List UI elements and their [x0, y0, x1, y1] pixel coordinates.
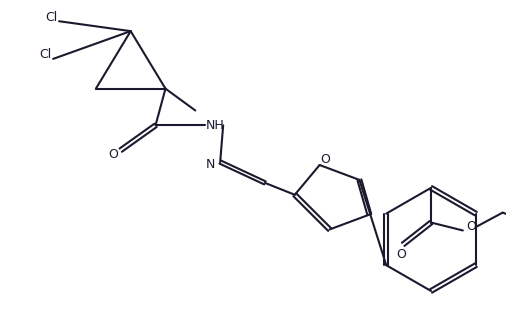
Text: NH: NH: [206, 119, 225, 132]
Text: O: O: [108, 148, 118, 160]
Text: O: O: [396, 248, 406, 261]
Text: O: O: [466, 220, 476, 233]
Text: Cl: Cl: [39, 49, 51, 61]
Text: O: O: [320, 152, 331, 165]
Text: Cl: Cl: [45, 11, 57, 24]
Text: N: N: [205, 157, 215, 171]
